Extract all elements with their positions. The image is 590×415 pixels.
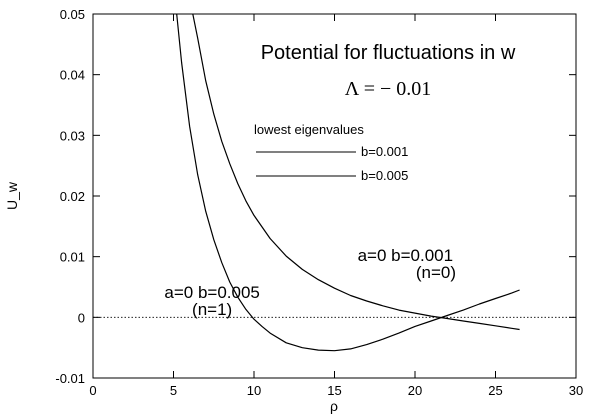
y-axis-label: U_w	[4, 181, 20, 210]
x-axis-label: ρ	[330, 398, 338, 414]
y-tick-label: -0.01	[55, 371, 85, 386]
series-line-1	[176, 13, 520, 352]
x-tick-label: 30	[569, 383, 583, 398]
x-tick-label: 25	[488, 383, 502, 398]
legend-entry-2: b=0.005	[361, 168, 408, 183]
y-tick-label: 0.04	[60, 68, 85, 83]
x-tick-label: 20	[408, 383, 422, 398]
series-line-2	[192, 13, 520, 331]
x-tick-label: 0	[89, 383, 96, 398]
y-tick-label: 0.02	[60, 189, 85, 204]
curve-annotation: (n=1)	[192, 300, 232, 319]
chart-subtitle: Λ = − 0.01	[345, 78, 432, 100]
curve-annotation: (n=0)	[416, 263, 456, 282]
plot-frame	[92, 13, 577, 379]
curve-annotation: a=0 b=0.005	[164, 283, 259, 302]
x-tick-label: 15	[327, 383, 341, 398]
ticks: 0 5 10 15 20 25 30 -0.01 0 0.01 0.02 0.03 0.04 0.05	[55, 7, 583, 398]
curve-annotation: a=0 b=0.001	[358, 246, 453, 265]
x-tick-label: 10	[247, 383, 261, 398]
series-group	[176, 13, 520, 352]
y-tick-label: 0	[78, 310, 85, 325]
chart-title: Potential for fluctuations in w	[261, 42, 516, 64]
annotations: a=0 b=0.001(n=0) a=0 b=0.005(n=1)	[164, 246, 456, 319]
legend-title: lowest eigenvalues	[254, 122, 364, 137]
x-tick-label: 5	[170, 383, 177, 398]
y-tick-label: 0.01	[60, 250, 85, 265]
y-tick-label: 0.05	[60, 7, 85, 22]
legend-entry-1: b=0.001	[361, 144, 408, 159]
y-tick-label: 0.03	[60, 128, 85, 143]
